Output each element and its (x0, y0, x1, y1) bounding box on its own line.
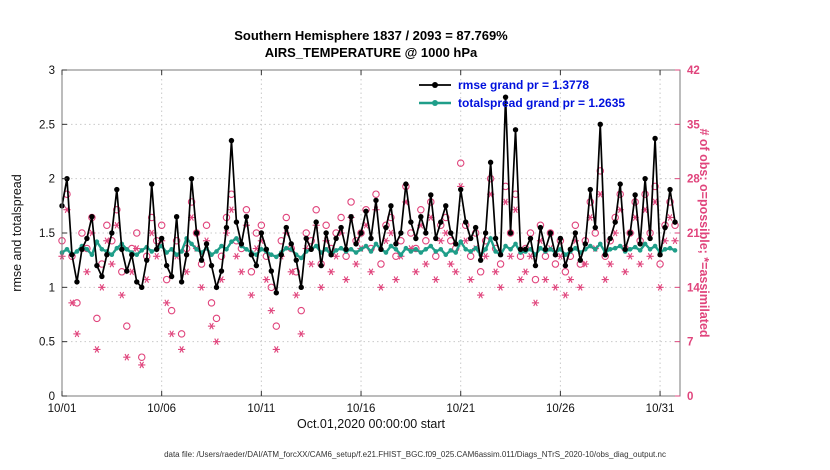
svg-text:10/21: 10/21 (446, 403, 475, 415)
legend-item-rmse: rmse grand pr = 1.3778 (418, 78, 625, 92)
svg-text:0: 0 (49, 391, 55, 403)
svg-text:1: 1 (49, 282, 55, 294)
rmse-line-sample-icon (419, 82, 451, 88)
svg-text:3: 3 (49, 65, 55, 77)
svg-text:0.5: 0.5 (39, 337, 55, 349)
legend: rmse grand pr = 1.3778 totalspread grand… (418, 78, 625, 110)
legend-label-rmse: rmse grand pr = 1.3778 (458, 78, 590, 92)
svg-text:10/01: 10/01 (48, 403, 77, 415)
chart-title: Southern Hemisphere 1837 / 2093 = 87.769… (62, 27, 680, 61)
svg-text:1.5: 1.5 (39, 228, 55, 240)
data-file-caption: data file: /Users/raeder/DAI/ATM_forcXX/… (164, 450, 666, 459)
x-axis-label: Oct.01,2020 00:00:00 start (296, 417, 446, 431)
svg-text:7: 7 (687, 337, 693, 349)
svg-text:2.5: 2.5 (39, 119, 55, 131)
svg-text:10/26: 10/26 (546, 403, 575, 415)
right-axis-label: # of obs: o=possible; *=assimilated (697, 128, 711, 338)
svg-text:42: 42 (687, 65, 700, 77)
left-tick-labels: 0 0.5 1 1.5 2 2.5 3 (39, 65, 55, 403)
svg-text:28: 28 (687, 174, 700, 186)
svg-text:10/16: 10/16 (347, 403, 376, 415)
left-axis-label: rmse and totalspread (10, 174, 24, 292)
tick-marks (61, 69, 680, 397)
svg-text:35: 35 (687, 119, 700, 131)
x-tick-labels: 10/01 10/06 10/11 10/16 10/21 10/26 10/31 (48, 403, 675, 415)
svg-text:10/11: 10/11 (247, 403, 275, 415)
svg-text:21: 21 (687, 228, 700, 240)
totalspread-line-sample-icon (419, 100, 451, 106)
right-tick-labels: 0 7 14 21 28 35 42 (687, 65, 700, 403)
chart-title-line1: Southern Hemisphere 1837 / 2093 = 87.769… (234, 28, 508, 43)
svg-text:0: 0 (687, 391, 693, 403)
chart-title-line2: AIRS_TEMPERATURE @ 1000 hPa (264, 45, 478, 60)
svg-text:10/31: 10/31 (646, 403, 675, 415)
legend-label-totalspread: totalspread grand pr = 1.2635 (458, 96, 626, 110)
svg-text:2: 2 (49, 174, 55, 186)
svg-text:10/06: 10/06 (147, 403, 176, 415)
svg-text:14: 14 (687, 282, 700, 294)
legend-item-totalspread: totalspread grand pr = 1.2635 (418, 96, 625, 110)
rmse-series (59, 94, 678, 296)
